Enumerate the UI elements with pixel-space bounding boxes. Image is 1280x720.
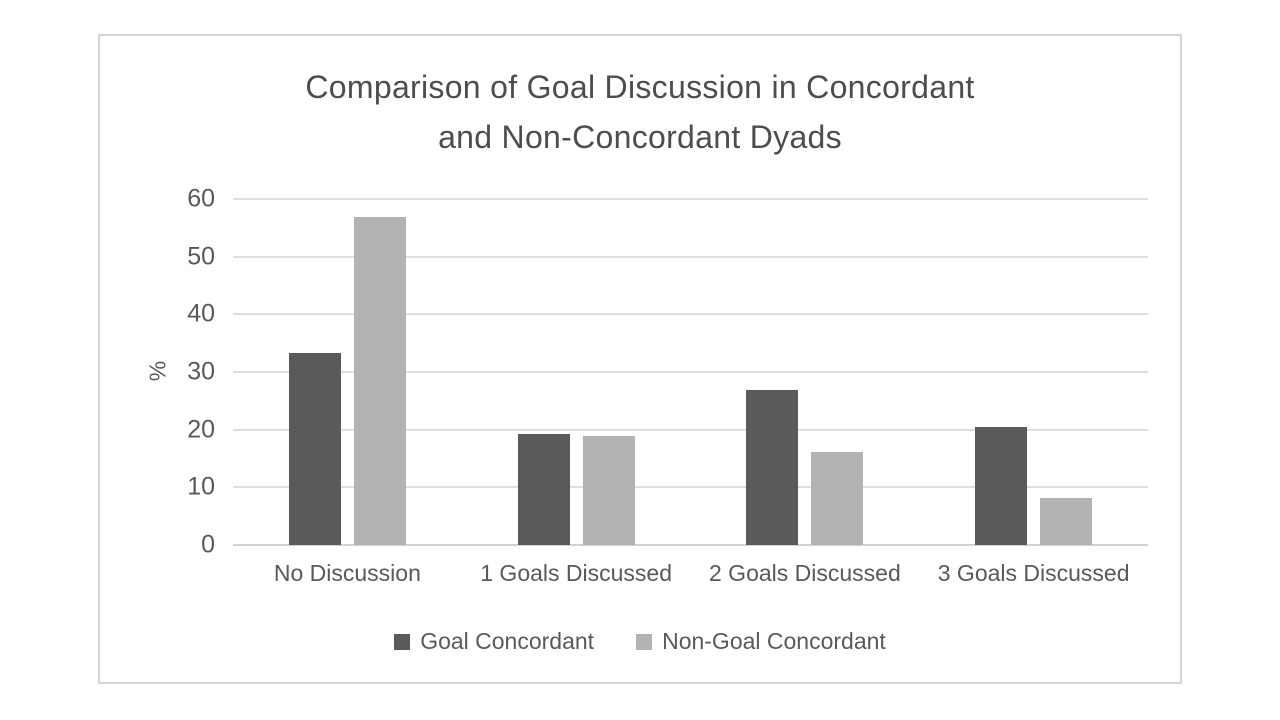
gridline-50	[233, 255, 1148, 258]
bar-goal-concordant-2	[517, 434, 570, 545]
x-axis-label-2: 1 Goals Discussed	[480, 560, 672, 586]
bars-1	[233, 199, 462, 545]
gridline-40	[233, 313, 1148, 316]
y-tick-label-20: 20	[187, 415, 215, 444]
bar-goal-concordant-4	[975, 427, 1028, 545]
y-tick-label-0: 0	[201, 530, 215, 559]
bars-3	[691, 199, 920, 545]
y-tick-label-10: 10	[187, 472, 215, 501]
x-axis-label-4: 3 Goals Discussed	[937, 560, 1130, 586]
chart-title-line-1: Comparison of Goal Discussion in Concord…	[305, 69, 975, 105]
y-tick-label-60: 60	[187, 184, 215, 213]
gridline-20	[233, 428, 1148, 431]
bar-goal-concordant-1	[288, 352, 341, 545]
legend-item-non-goal-concordant: Non-Goal Concordant	[636, 628, 886, 655]
legend-label-non-goal-concordant: Non-Goal Concordant	[662, 628, 886, 654]
y-axis-ticks: 0 10 20 30 40 50 60	[100, 185, 215, 559]
category-group-2: 1 Goals Discussed	[462, 199, 691, 586]
bar-goal-concordant-3	[746, 389, 799, 545]
plot-area: No Discussion 1 Goals Discussed 2 Goals Di…	[233, 198, 1148, 586]
bar-non-goal-concordant-2	[582, 436, 635, 545]
y-tick-label-40: 40	[187, 299, 215, 328]
category-group-1: No Discussion	[233, 199, 462, 586]
bar-non-goal-concordant-4	[1040, 498, 1093, 545]
bar-non-goal-concordant-3	[811, 451, 864, 545]
legend-swatch-non-goal-concordant	[636, 633, 653, 650]
gridlines	[233, 198, 1148, 546]
legend-label-goal-concordant: Goal Concordant	[420, 628, 595, 654]
y-tick-label-50: 50	[187, 242, 215, 271]
bar-non-goal-concordant-1	[353, 217, 406, 545]
bars-2	[462, 199, 691, 545]
legend-item-goal-concordant: Goal Concordant	[394, 628, 594, 655]
chart-frame: Comparison of Goal Discussion in Concord…	[98, 34, 1182, 684]
x-axis-label-3: 2 Goals Discussed	[709, 560, 901, 586]
bar-groups: No Discussion 1 Goals Discussed 2 Goals Di…	[233, 199, 1148, 586]
chart-title-line-2: and Non-Concordant Dyads	[438, 119, 842, 155]
legend-swatch-goal-concordant	[394, 633, 411, 650]
gridline-30	[233, 371, 1148, 373]
chart-title: Comparison of Goal Discussion in Concord…	[100, 62, 1180, 162]
category-group-3: 2 Goals Discussed	[691, 199, 920, 586]
bars-4	[919, 199, 1148, 545]
x-axis-label-1: No Discussion	[273, 560, 421, 586]
gridline-0	[233, 544, 1148, 546]
gridline-10	[233, 486, 1148, 489]
legend: Goal Concordant Non-Goal Concordant	[100, 628, 1180, 655]
category-group-4: 3 Goals Discussed	[919, 199, 1148, 586]
gridline-60	[233, 198, 1148, 200]
y-tick-label-30: 30	[187, 357, 215, 386]
